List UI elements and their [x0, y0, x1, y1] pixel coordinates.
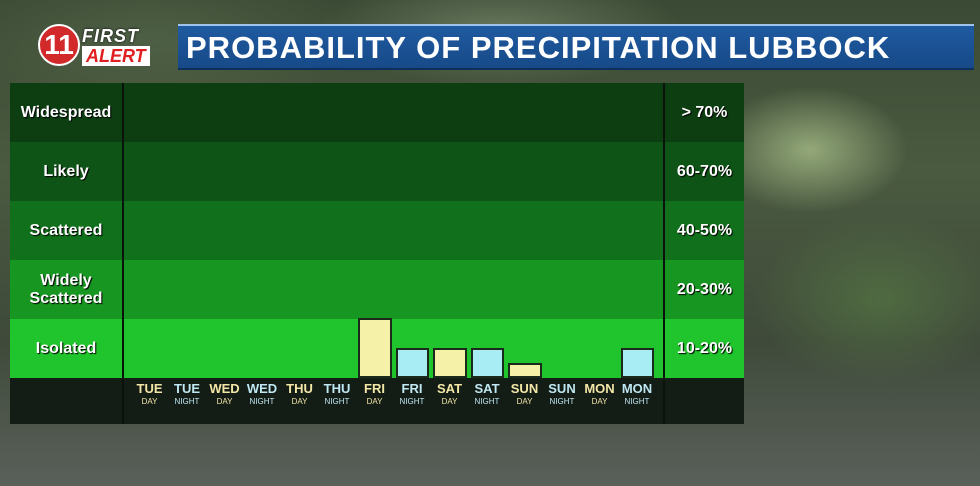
tick-day-label: MON	[584, 381, 615, 396]
tick-mon-day: MON DAY	[581, 381, 618, 407]
left-divider	[122, 83, 124, 424]
tick-day-label: SAT	[474, 381, 500, 396]
logo-first-text: FIRST	[82, 26, 139, 46]
tick-day-label: THU	[286, 381, 313, 396]
band-range: 20-30%	[676, 280, 733, 298]
band-scattered	[10, 201, 744, 260]
tick-day-label: TUE	[174, 381, 200, 396]
tick-part-label: DAY	[591, 397, 608, 406]
bar-fri-night	[395, 348, 429, 378]
tick-sun-night: SUN NIGHT	[544, 381, 581, 407]
title-bar: PROBABILITY OF PRECIPITATION LUBBOCK	[178, 24, 974, 70]
logo-alert-text: ALERT	[82, 46, 150, 66]
tick-part-label: NIGHT	[324, 397, 350, 406]
band-widespread	[10, 83, 744, 142]
bar-mon-night	[620, 348, 654, 378]
bar-sat-day	[433, 348, 467, 378]
tick-day-label: SUN	[510, 381, 539, 396]
band-range: > 70%	[681, 103, 728, 121]
band-likely	[10, 142, 744, 201]
band-label: Widely Scattered	[29, 271, 103, 307]
tick-day-label: WED	[246, 381, 278, 396]
tick-part-label: DAY	[516, 397, 533, 406]
band-range: 10-20%	[676, 339, 733, 357]
band-label: Likely	[43, 162, 89, 180]
tick-part-label: DAY	[291, 397, 308, 406]
tick-part-label: DAY	[366, 397, 383, 406]
tick-day-label: WED	[209, 381, 240, 396]
band-label: Scattered	[29, 221, 103, 239]
tick-wed-day: WED DAY	[206, 381, 243, 407]
tick-day-label: FRI	[401, 381, 423, 396]
channel-11-badge: 11	[38, 24, 80, 66]
tick-thu-day: THU DAY	[281, 381, 318, 407]
bar-sat-night	[470, 348, 504, 378]
tick-part-label: NIGHT	[249, 397, 275, 406]
tick-fri-night: FRI NIGHT	[394, 381, 431, 407]
tick-part-label: NIGHT	[399, 397, 425, 406]
right-divider	[663, 83, 665, 424]
tick-part-label: DAY	[141, 397, 158, 406]
tick-part-label: NIGHT	[174, 397, 200, 406]
tick-sat-night: SAT NIGHT	[469, 381, 506, 407]
tick-day-label: SUN	[548, 381, 576, 396]
precipitation-chart: Widespread > 70% Likely 60-70% Scattered 40-5…	[10, 83, 744, 424]
tick-day-label: THU	[323, 381, 351, 396]
tick-part-label: DAY	[441, 397, 458, 406]
tick-day-label: MON	[621, 381, 653, 396]
tick-mon-night: MON NIGHT	[619, 381, 656, 407]
chart-title: PROBABILITY OF PRECIPITATION LUBBOCK	[186, 30, 891, 65]
tick-part-label: NIGHT	[624, 397, 650, 406]
band-widely-scattered	[10, 260, 744, 319]
bar-sun-day	[508, 363, 542, 378]
tick-day-label: FRI	[364, 381, 385, 396]
tick-sat-day: SAT DAY	[431, 381, 468, 407]
tick-fri-day: FRI DAY	[356, 381, 393, 407]
band-range: 40-50%	[676, 221, 733, 239]
x-axis	[10, 378, 744, 424]
tick-tue-night: TUE NIGHT	[169, 381, 206, 407]
tick-sun-day: SUN DAY	[506, 381, 543, 407]
tick-thu-night: THU NIGHT	[319, 381, 356, 407]
band-label: Widespread	[20, 103, 112, 121]
band-label: Isolated	[35, 339, 97, 357]
band-range: 60-70%	[676, 162, 733, 180]
bar-fri-day	[358, 318, 392, 378]
tick-day-label: SAT	[436, 381, 463, 396]
tick-part-label: NIGHT	[474, 397, 500, 406]
tick-wed-night: WED NIGHT	[244, 381, 281, 407]
tick-part-label: DAY	[216, 397, 233, 406]
first-alert-logo: 11 FIRST ALERT	[38, 22, 164, 70]
tick-day-label: TUE	[136, 381, 163, 396]
tick-part-label: NIGHT	[549, 397, 575, 406]
tick-tue-day: TUE DAY	[131, 381, 168, 407]
